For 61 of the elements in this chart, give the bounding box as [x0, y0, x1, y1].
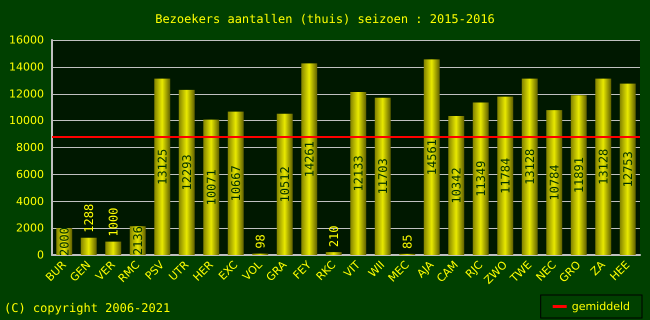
bar: [80, 238, 97, 255]
data-label: 10342: [449, 167, 464, 204]
bar: [178, 90, 195, 255]
data-label: 98: [253, 234, 268, 249]
x-tick-label: WII: [366, 258, 388, 280]
y-tick-label: 10000: [9, 114, 44, 128]
text: (C) copyright 2006-2021: [4, 301, 170, 315]
y-tick-label: 14000: [9, 60, 44, 74]
data-label: 14561: [424, 139, 439, 176]
x-tick-label: UTR: [166, 258, 192, 284]
data-label: 10784: [547, 164, 562, 201]
y-tick-label: 2000: [16, 222, 44, 235]
data-label: 13128: [522, 148, 537, 185]
x-tick-label: VER: [93, 258, 118, 284]
x-tick-label: ZA: [588, 258, 608, 278]
x-tick-label: VIT: [341, 258, 364, 280]
chart-title: Bezoekers aantallen (thuis) seizoen : 2015-2016: [155, 12, 495, 26]
data-label: 12753: [620, 151, 635, 188]
data-label: 11703: [376, 158, 390, 194]
y-tick-label: 16000: [9, 34, 44, 46]
data-label: 11784: [498, 158, 512, 194]
bar: [472, 102, 489, 255]
y-tick-label: 8000: [16, 141, 44, 154]
bar: [424, 59, 440, 255]
data-label: 11891: [572, 157, 586, 194]
bar: [301, 63, 318, 255]
bar: [595, 78, 612, 255]
data-label: 10667: [228, 165, 243, 202]
x-tick-label: GRA: [264, 258, 290, 284]
y-tick-label: 4000: [16, 194, 44, 208]
bar: [326, 252, 342, 255]
bar: [570, 95, 587, 255]
data-label: 10512: [278, 166, 292, 202]
data-label: 2000: [57, 227, 72, 256]
bar: [105, 242, 122, 255]
data-label: 1288: [82, 204, 96, 233]
bar: [546, 110, 562, 255]
bar: [350, 92, 366, 255]
data-label: 13128: [596, 148, 610, 185]
y-tick-label: 12000: [9, 87, 44, 100]
data-label: 12133: [351, 155, 366, 192]
bar: [522, 78, 538, 255]
data-label: 10071: [204, 169, 218, 206]
data-label: 210: [326, 225, 341, 248]
data-label: 2136: [130, 226, 145, 256]
bar: [276, 114, 293, 255]
bar: [497, 96, 514, 255]
y-tick-label: 6000: [16, 168, 44, 181]
data-label: 12293: [180, 154, 194, 190]
x-tick-label: VOL: [240, 258, 266, 284]
data-label: 13125: [155, 148, 170, 185]
data-label: 11349: [474, 160, 488, 197]
bar: [374, 98, 391, 255]
bar: [154, 78, 170, 255]
data-label: 14261: [302, 141, 316, 178]
y-tick-label: 0: [37, 248, 44, 262]
bar: [620, 84, 636, 255]
legend-label: gemiddeld: [572, 300, 630, 313]
data-label: 85: [400, 234, 414, 249]
data-label: 1000: [106, 208, 120, 237]
x-tick-label: AJA: [414, 258, 437, 280]
